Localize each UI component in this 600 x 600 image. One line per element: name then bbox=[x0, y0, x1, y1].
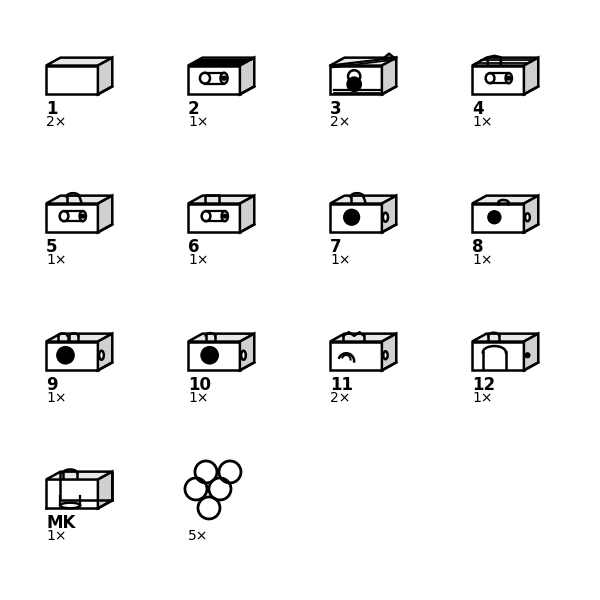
Ellipse shape bbox=[383, 213, 388, 222]
Text: 8: 8 bbox=[472, 238, 484, 256]
Polygon shape bbox=[524, 58, 538, 94]
Ellipse shape bbox=[525, 213, 530, 221]
Circle shape bbox=[525, 353, 530, 358]
Polygon shape bbox=[98, 472, 112, 508]
Polygon shape bbox=[46, 203, 98, 232]
Text: 5×: 5× bbox=[188, 529, 208, 544]
Text: 1×: 1× bbox=[330, 253, 350, 268]
Polygon shape bbox=[188, 334, 254, 341]
Text: 1×: 1× bbox=[472, 115, 493, 130]
Ellipse shape bbox=[59, 211, 68, 221]
Text: 6: 6 bbox=[188, 238, 200, 256]
Polygon shape bbox=[382, 58, 396, 94]
Circle shape bbox=[201, 347, 218, 364]
Polygon shape bbox=[98, 334, 112, 370]
Circle shape bbox=[81, 214, 85, 218]
Polygon shape bbox=[472, 341, 524, 370]
Polygon shape bbox=[98, 196, 112, 232]
Circle shape bbox=[57, 347, 74, 364]
Polygon shape bbox=[330, 65, 382, 94]
Text: 5: 5 bbox=[46, 238, 58, 256]
Text: 1: 1 bbox=[46, 100, 58, 118]
Text: 1×: 1× bbox=[46, 391, 67, 406]
Ellipse shape bbox=[221, 73, 227, 83]
Polygon shape bbox=[330, 196, 396, 203]
Polygon shape bbox=[472, 58, 538, 65]
Polygon shape bbox=[472, 196, 538, 203]
Ellipse shape bbox=[202, 211, 211, 221]
Circle shape bbox=[344, 209, 359, 225]
Text: 1×: 1× bbox=[188, 391, 209, 406]
Circle shape bbox=[222, 76, 226, 80]
Polygon shape bbox=[46, 58, 112, 65]
Polygon shape bbox=[330, 203, 382, 232]
Ellipse shape bbox=[80, 211, 86, 221]
Polygon shape bbox=[330, 58, 396, 65]
Polygon shape bbox=[524, 196, 538, 232]
Text: 3: 3 bbox=[330, 100, 341, 118]
Circle shape bbox=[507, 76, 511, 80]
Circle shape bbox=[223, 214, 227, 218]
Polygon shape bbox=[46, 472, 112, 479]
Text: 1×: 1× bbox=[472, 391, 493, 406]
Text: 2×: 2× bbox=[330, 391, 350, 406]
Ellipse shape bbox=[383, 351, 388, 359]
Text: MK: MK bbox=[46, 514, 76, 532]
Polygon shape bbox=[240, 334, 254, 370]
Ellipse shape bbox=[200, 73, 210, 83]
Ellipse shape bbox=[506, 73, 512, 83]
Ellipse shape bbox=[99, 351, 104, 360]
Polygon shape bbox=[240, 58, 254, 94]
Polygon shape bbox=[46, 341, 98, 370]
Ellipse shape bbox=[485, 73, 494, 83]
Polygon shape bbox=[240, 196, 254, 232]
Polygon shape bbox=[382, 196, 396, 232]
Ellipse shape bbox=[221, 211, 228, 221]
Text: 12: 12 bbox=[472, 376, 495, 394]
Polygon shape bbox=[188, 203, 240, 232]
Polygon shape bbox=[330, 334, 396, 341]
Polygon shape bbox=[46, 196, 112, 203]
Polygon shape bbox=[188, 58, 254, 65]
Polygon shape bbox=[188, 341, 240, 370]
Polygon shape bbox=[330, 341, 382, 370]
Text: 1×: 1× bbox=[188, 115, 209, 130]
Polygon shape bbox=[46, 65, 98, 94]
Polygon shape bbox=[382, 334, 396, 370]
Text: 4: 4 bbox=[472, 100, 484, 118]
Text: 2×: 2× bbox=[330, 115, 350, 130]
Text: 1×: 1× bbox=[472, 253, 493, 268]
Polygon shape bbox=[472, 65, 524, 94]
Circle shape bbox=[348, 70, 360, 82]
Text: 10: 10 bbox=[188, 376, 211, 394]
Polygon shape bbox=[188, 65, 240, 94]
Ellipse shape bbox=[60, 503, 80, 508]
Circle shape bbox=[488, 211, 501, 224]
Text: 9: 9 bbox=[46, 376, 58, 394]
Polygon shape bbox=[524, 334, 538, 370]
Polygon shape bbox=[472, 203, 524, 232]
Polygon shape bbox=[472, 334, 538, 341]
Text: 1×: 1× bbox=[46, 529, 67, 544]
Circle shape bbox=[347, 77, 361, 91]
Polygon shape bbox=[188, 196, 254, 203]
Polygon shape bbox=[98, 58, 112, 94]
Text: 11: 11 bbox=[330, 376, 353, 394]
Text: 7: 7 bbox=[330, 238, 341, 256]
Text: 2: 2 bbox=[188, 100, 200, 118]
Polygon shape bbox=[46, 334, 112, 341]
Text: 2×: 2× bbox=[46, 115, 67, 130]
Text: 1×: 1× bbox=[188, 253, 209, 268]
Text: 1×: 1× bbox=[46, 253, 67, 268]
Ellipse shape bbox=[241, 351, 246, 360]
